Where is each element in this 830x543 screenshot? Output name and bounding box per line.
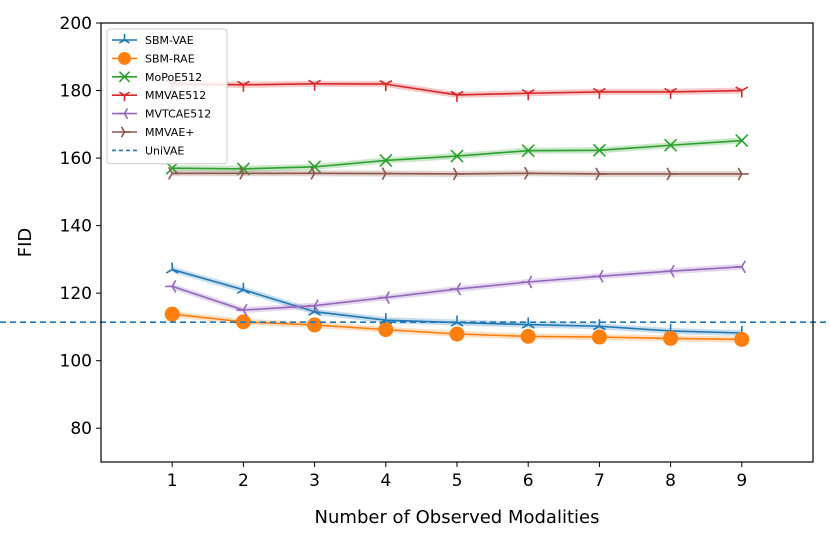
data-point xyxy=(381,167,393,181)
legend-entry: SBM-VAE xyxy=(112,34,194,47)
x-tick-label: 5 xyxy=(452,471,463,491)
y-tick-label: 180 xyxy=(60,82,92,102)
data-point xyxy=(236,282,250,294)
data-point xyxy=(308,160,322,174)
series-mmvae- xyxy=(168,166,749,181)
legend-label: SBM-RAE xyxy=(145,52,195,65)
confidence-band xyxy=(172,137,742,172)
legend-marker xyxy=(120,126,131,138)
data-point xyxy=(236,80,250,92)
data-point xyxy=(663,330,679,346)
legend-label: SBM-VAE xyxy=(145,34,194,47)
legend-marker xyxy=(118,71,131,83)
data-point xyxy=(734,260,746,274)
data-point xyxy=(592,143,606,157)
data-point xyxy=(521,317,535,329)
data-point xyxy=(449,282,462,296)
series-sbm-vae xyxy=(165,262,749,338)
x-tick-label: 3 xyxy=(309,471,320,491)
legend-label: MVTCAE512 xyxy=(145,108,211,121)
data-point xyxy=(450,315,464,327)
x-tick-label: 6 xyxy=(523,471,534,491)
data-point xyxy=(450,149,464,163)
data-point xyxy=(164,306,180,322)
plot-area xyxy=(0,79,830,347)
data-point xyxy=(521,89,535,101)
data-point xyxy=(592,269,604,283)
confidence-band xyxy=(172,266,742,337)
y-axis-label: FID xyxy=(15,228,36,258)
data-point xyxy=(452,167,465,181)
data-point xyxy=(664,138,678,152)
data-point xyxy=(239,166,251,180)
data-point xyxy=(449,326,465,342)
x-tick-label: 2 xyxy=(238,471,249,491)
x-axis: 1 2 3 4 5 6 7 8 9 xyxy=(167,462,747,491)
x-tick-label: 9 xyxy=(736,471,747,491)
x-tick-label: 7 xyxy=(594,471,605,491)
legend-label: UniVAE xyxy=(145,144,184,157)
series-mmvae512 xyxy=(165,79,749,102)
x-tick-label: 4 xyxy=(380,471,391,491)
series-mvtcae512 xyxy=(165,260,746,317)
y-tick-label: 160 xyxy=(60,149,92,169)
data-point xyxy=(378,322,394,338)
y-tick-label: 80 xyxy=(70,419,92,439)
data-point xyxy=(310,166,322,180)
data-point xyxy=(378,291,390,305)
legend-entry: MMVAE512 xyxy=(112,89,206,102)
data-point xyxy=(595,167,607,181)
series-mopoe512 xyxy=(165,133,749,176)
data-point xyxy=(524,166,536,180)
data-point xyxy=(520,328,536,344)
data-point xyxy=(379,79,393,92)
x-tick-label: 1 xyxy=(167,471,178,491)
data-point xyxy=(165,262,179,274)
data-point xyxy=(735,86,749,98)
data-point xyxy=(307,317,323,333)
data-point xyxy=(450,90,464,102)
legend-entry: UniVAE xyxy=(112,144,184,157)
legend-entry: MoPoE512 xyxy=(112,71,202,84)
data-point xyxy=(592,87,606,99)
data-point xyxy=(663,264,675,278)
legend-label: MMVAE512 xyxy=(145,89,206,102)
x-axis-label: Number of Observed Modalities xyxy=(315,507,600,528)
series-sbm-rae xyxy=(164,306,750,347)
data-point xyxy=(737,167,749,181)
data-point xyxy=(307,299,319,313)
data-point xyxy=(735,133,749,148)
legend-label: MoPoE512 xyxy=(145,71,202,84)
y-axis: 80 100 120 140 160 180 200 xyxy=(60,14,101,439)
data-point xyxy=(664,87,678,99)
y-tick-label: 140 xyxy=(60,217,92,237)
legend-entry: MVTCAE512 xyxy=(112,108,211,121)
legend-label: MMVAE+ xyxy=(145,126,195,139)
data-point xyxy=(236,303,248,317)
x-tick-label: 8 xyxy=(665,471,676,491)
y-tick-label: 120 xyxy=(60,284,92,304)
legend-marker xyxy=(118,34,131,44)
data-point xyxy=(734,331,750,347)
legend-entry: SBM-RAE xyxy=(112,51,195,65)
data-point xyxy=(591,329,607,345)
data-point xyxy=(168,166,180,180)
legend-marker xyxy=(118,91,131,102)
data-point xyxy=(521,275,533,289)
data-point xyxy=(666,167,678,181)
legend-marker xyxy=(118,51,131,65)
legend-entry: MMVAE+ xyxy=(112,126,195,139)
data-point xyxy=(521,144,535,158)
legend-box xyxy=(106,28,228,165)
y-tick-label: 100 xyxy=(60,352,92,372)
data-point xyxy=(592,319,606,331)
legend-marker xyxy=(118,108,129,120)
y-tick-label: 200 xyxy=(60,14,92,34)
legend: SBM-VAE SBM-RAE MoPoE512 MMVAE512 MVTCAE512 M… xyxy=(106,28,228,165)
data-point xyxy=(379,153,393,168)
data-point xyxy=(308,79,322,91)
data-point xyxy=(165,279,177,293)
